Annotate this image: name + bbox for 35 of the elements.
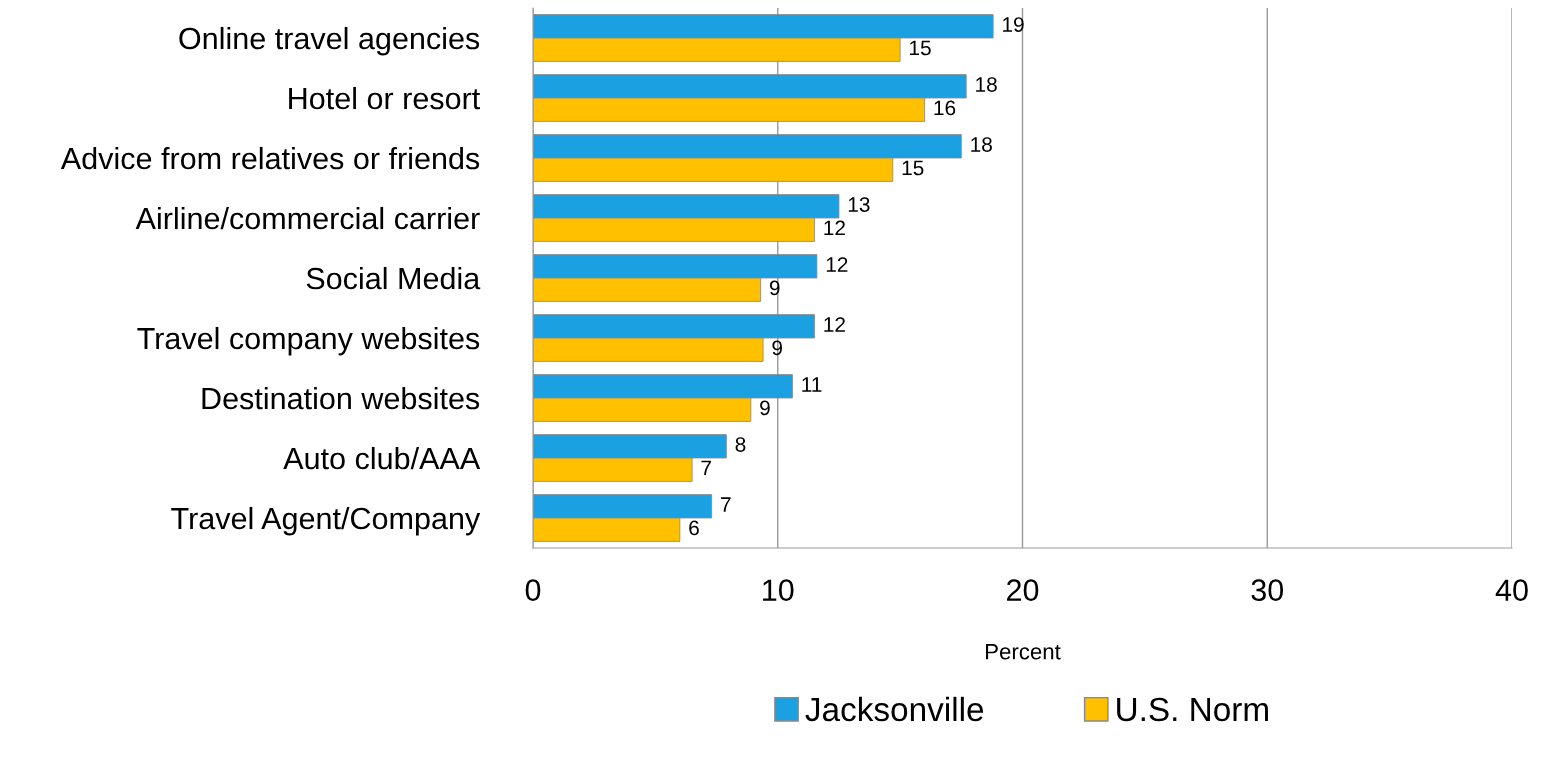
legend-label: Jacksonville [805, 696, 984, 722]
data-label: 18 [976, 77, 997, 92]
y-tick-label: Destination websites [202, 386, 480, 410]
x-tick-label: 10 [763, 579, 794, 601]
y-tick-label: Airline/commercial carrier [135, 206, 480, 230]
data-label: 8 [735, 437, 746, 452]
data-label: 12 [824, 317, 845, 332]
data-label: 12 [824, 220, 845, 236]
data-label: 9 [772, 340, 782, 356]
y-tick-label: Social Media [306, 266, 481, 290]
x-axis-title: Percent [986, 643, 1061, 660]
data-label: 9 [760, 400, 770, 416]
x-tick-label: 40 [1495, 579, 1528, 601]
data-label: 7 [701, 460, 711, 476]
data-label: 15 [910, 40, 931, 56]
y-tick-label: Hotel or resort [289, 86, 481, 110]
x-tick-label: 30 [1251, 579, 1284, 601]
legend-label: U.S. Norm [1117, 697, 1268, 722]
data-label: 18 [971, 137, 992, 152]
y-tick-label: Online travel agencies [179, 26, 480, 56]
data-label: 16 [934, 100, 956, 116]
data-label: 7 [721, 497, 731, 512]
data-label: 19 [1003, 17, 1024, 32]
y-tick-label: Travel Agent/Company [171, 506, 481, 536]
data-label: 15 [902, 160, 924, 176]
y-tick-label: Auto club/AAA [283, 446, 481, 470]
data-label: 6 [689, 520, 699, 536]
x-tick-label: 20 [1007, 579, 1039, 601]
y-tick-label: Travel company websites [137, 326, 480, 356]
x-tick-label: 0 [525, 579, 541, 601]
y-tick-label: Advice from relatives or friends [60, 146, 480, 170]
data-label: 9 [769, 280, 780, 296]
data-label: 11 [802, 377, 822, 392]
data-label: 13 [848, 197, 870, 212]
data-label: 12 [826, 257, 848, 272]
